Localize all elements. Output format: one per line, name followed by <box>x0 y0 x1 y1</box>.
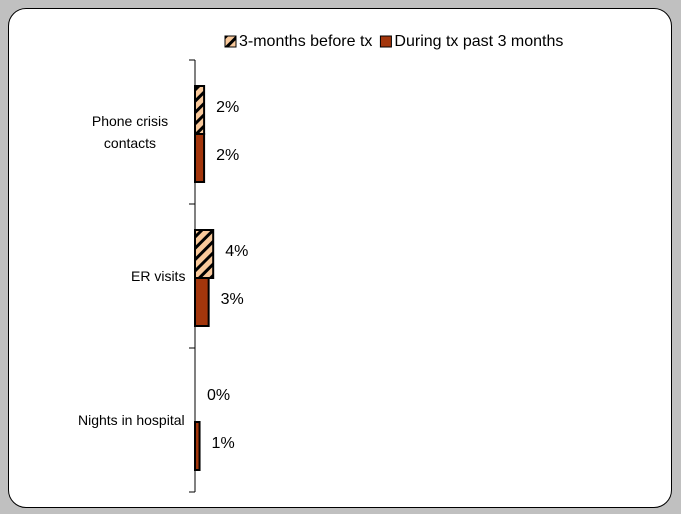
data-label: 3% <box>221 291 244 308</box>
y-tick-label: Nights in hospital <box>78 412 185 428</box>
bar <box>194 229 215 279</box>
legend-swatch <box>224 35 237 48</box>
bar <box>194 133 206 183</box>
y-tick-label: Phone crisis contacts <box>91 113 169 151</box>
data-label: 4% <box>225 243 248 260</box>
data-label: 2% <box>216 99 239 116</box>
bar <box>194 421 201 471</box>
chart-panel <box>8 8 672 508</box>
bar <box>194 277 210 327</box>
legend-label: During tx past 3 months <box>394 33 563 50</box>
data-label: 0% <box>207 387 230 404</box>
data-label: 2% <box>216 147 239 164</box>
legend-swatch <box>379 35 392 48</box>
bar <box>194 85 206 135</box>
legend-label: 3-months before tx <box>239 33 372 50</box>
y-tick-label: ER visits <box>131 268 186 284</box>
data-label: 1% <box>212 435 235 452</box>
